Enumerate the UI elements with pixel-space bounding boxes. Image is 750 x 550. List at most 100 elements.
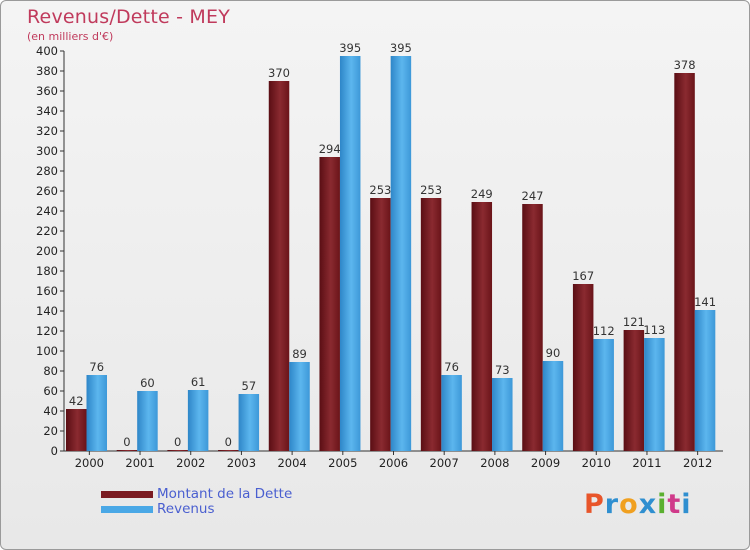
bar-debt [674,73,695,451]
bar-debt [319,157,340,451]
y-tick-label: 20 [43,424,58,438]
y-tick-label: 220 [36,224,58,238]
data-label-revenus: 113 [643,323,665,337]
bar-revenus [187,390,209,451]
y-tick-label: 140 [36,304,58,318]
bar-debt [420,198,442,451]
x-tick-label: 2009 [531,456,560,470]
logo-letter: t [667,489,682,520]
data-label-debt: 0 [225,435,232,449]
y-tick-label: 260 [36,184,58,198]
bar-debt [66,409,87,451]
y-tick-label: 400 [36,44,58,58]
data-label-debt: 0 [123,435,130,449]
x-tick-label: 2012 [683,456,712,470]
x-tick-label: 2007 [430,456,459,470]
bar-revenus [644,338,665,451]
legend-item-revenus: Revenus [101,501,215,517]
data-label-revenus: 60 [140,376,155,390]
chart-subtitle: (en milliers d'€) [27,30,114,43]
data-label-debt: 42 [69,394,84,408]
y-tick-label: 100 [36,344,58,358]
legend-swatch-debt [101,490,153,498]
data-label-debt: 253 [420,183,442,197]
bar-revenus [441,375,462,451]
x-tick-label: 2000 [75,456,104,470]
data-label-revenus: 395 [390,41,412,55]
bar-debt [572,284,594,451]
data-label-revenus: 76 [89,360,104,374]
bar-revenus [694,310,716,451]
legend-label-revenus: Revenus [157,501,215,517]
bar-revenus [289,362,310,451]
data-label-debt: 378 [674,58,696,72]
data-label-debt: 253 [369,183,391,197]
x-tick-label: 2001 [125,456,154,470]
logo-letter: i [657,489,668,520]
data-label-revenus: 76 [444,360,459,374]
logo-letter: x [638,489,658,520]
y-tick-label: 200 [36,244,58,258]
bar-revenus [86,375,107,451]
x-tick-label: 2002 [176,456,205,470]
bar-debt [522,204,543,451]
data-label-revenus: 90 [546,346,561,360]
y-tick-label: 160 [36,284,58,298]
bar-revenus [492,378,513,451]
data-label-revenus: 73 [495,363,510,377]
y-tick-label: 40 [43,404,58,418]
legend-item-debt: Montant de la Dette [101,486,293,502]
data-label-revenus: 112 [593,324,615,338]
bar-revenus [542,361,564,451]
y-tick-label: 380 [36,64,58,78]
y-tick-label: 180 [36,264,58,278]
x-tick-label: 2006 [379,456,408,470]
data-label-revenus: 89 [292,347,307,361]
logo-letter: i [681,489,692,520]
bar-debt [167,450,188,451]
chart-title: Revenus/Dette - MEY [27,6,231,28]
bar-debt [268,81,290,451]
x-tick-label: 2010 [582,456,611,470]
data-label-debt: 121 [623,315,645,329]
data-label-revenus: 141 [694,295,716,309]
y-tick-label: 60 [43,384,58,398]
y-tick-label: 320 [36,124,58,138]
data-label-debt: 247 [522,189,544,203]
y-tick-label: 80 [43,364,58,378]
data-label-debt: 294 [319,142,341,156]
x-tick-label: 2003 [227,456,256,470]
data-label-debt: 370 [268,66,290,80]
data-label-revenus: 57 [242,379,257,393]
bar-debt [471,202,493,451]
y-tick-label: 240 [36,204,58,218]
bar-debt [218,450,239,451]
y-tick-label: 0 [51,444,58,458]
logo-letter: o [619,489,639,520]
y-tick-label: 360 [36,84,58,98]
x-tick-label: 2011 [632,456,661,470]
y-tick-label: 280 [36,164,58,178]
y-tick-label: 340 [36,104,58,118]
bar-debt [623,330,645,451]
data-label-revenus: 61 [191,375,206,389]
y-tick-label: 120 [36,324,58,338]
proxiti-logo: Proxiti [584,489,692,520]
bar-revenus [390,56,412,451]
data-label-debt: 249 [471,187,493,201]
data-label-debt: 167 [572,269,594,283]
logo-letter: P [584,489,605,520]
data-label-revenus: 395 [339,41,361,55]
logo-letter: r [604,489,620,520]
bar-revenus [339,56,361,451]
y-tick-label: 300 [36,144,58,158]
bar-revenus [593,339,614,451]
bar-revenus [137,391,158,451]
x-tick-label: 2008 [480,456,509,470]
legend-label-debt: Montant de la Dette [157,486,293,502]
x-tick-label: 2005 [328,456,357,470]
legend-swatch-revenus [101,505,153,513]
bar-revenus [238,394,260,451]
